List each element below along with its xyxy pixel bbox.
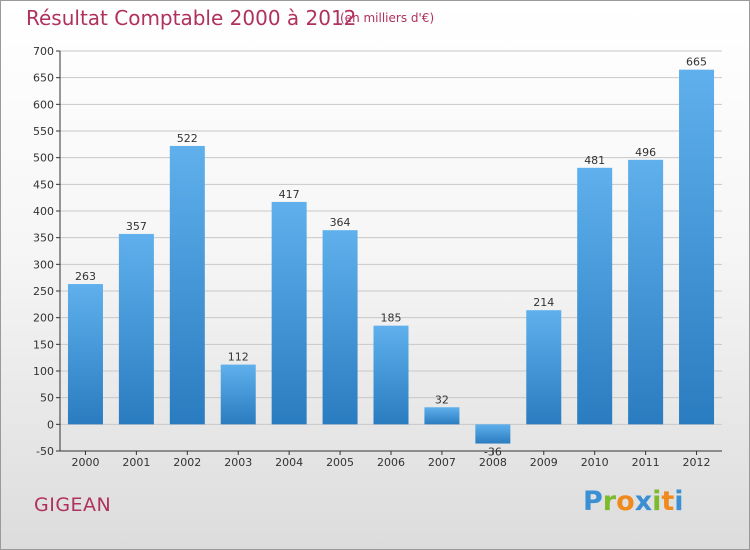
data-label-2006: 185: [381, 312, 402, 325]
bar-2008: [475, 424, 511, 444]
y-tick-label: 250: [33, 285, 54, 298]
y-tick-label: 650: [33, 72, 54, 85]
logo-letter: i: [652, 486, 662, 517]
x-tick-label-2004: 2004: [275, 456, 303, 469]
x-tick-label-2009: 2009: [530, 456, 558, 469]
bar-2003: [220, 364, 256, 425]
y-tick-label: 200: [33, 312, 54, 325]
logo-letter: o: [616, 486, 635, 517]
x-tick-label-2005: 2005: [326, 456, 354, 469]
x-tick-label-2012: 2012: [683, 456, 711, 469]
y-tick-label: -50: [36, 445, 54, 458]
bars: [67, 69, 715, 444]
bar-2007: [424, 407, 460, 425]
bar-2001: [118, 233, 154, 425]
data-label-2003: 112: [228, 351, 249, 364]
y-tick-label: 600: [33, 98, 54, 111]
bar-2005: [322, 230, 358, 425]
bar-2006: [373, 325, 409, 425]
x-tick-label-2006: 2006: [377, 456, 405, 469]
x-tick-label-2002: 2002: [173, 456, 201, 469]
y-tick-label: 0: [47, 418, 54, 431]
data-label-2009: 214: [533, 296, 554, 309]
x-tick-label-2003: 2003: [224, 456, 252, 469]
x-tick-label-2000: 2000: [71, 456, 99, 469]
y-tick-label: 350: [33, 232, 54, 245]
y-tick-label: 100: [33, 365, 54, 378]
logo-letter: i: [674, 486, 684, 517]
bar-2011: [628, 159, 664, 425]
data-label-2012: 665: [686, 56, 707, 69]
y-tick-label: 400: [33, 205, 54, 218]
data-label-2001: 357: [126, 220, 147, 233]
data-label-2002: 522: [177, 132, 198, 145]
data-label-2010: 481: [584, 154, 605, 167]
y-tick-label: 550: [33, 125, 54, 138]
y-tick-labels: -50 0 50 100 150 200 250 300 350 400 450 500 550 600 6…: [33, 45, 54, 458]
bar-2000: [67, 284, 103, 425]
y-tick-label: 50: [40, 392, 54, 405]
x-tick-label-2008: 2008: [479, 456, 507, 469]
x-tick-label-2010: 2010: [581, 456, 609, 469]
bar-2009: [526, 310, 562, 425]
axes: [56, 50, 722, 455]
chart-subtitle: (en milliers d'€): [340, 11, 435, 25]
x-tick-labels: 2000 2001 2002 2003 2004 2005 2006 2007 2008 2009…: [71, 456, 710, 469]
chart-title: Résultat Comptable 2000 à 2012: [26, 6, 357, 30]
logo-letter: r: [602, 486, 617, 517]
y-tick-label: 700: [33, 45, 54, 58]
y-tick-label: 500: [33, 152, 54, 165]
data-labels: 263 357 522 112 417 364 185 32 -36 214 481 496 665: [75, 56, 707, 459]
x-tick-label-2001: 2001: [122, 456, 150, 469]
proxiti-logo[interactable]: Proxiti: [583, 486, 684, 517]
x-tick-label-2007: 2007: [428, 456, 456, 469]
logo-letter: t: [661, 486, 675, 517]
bar-2002: [169, 145, 205, 425]
data-label-2004: 417: [279, 188, 300, 201]
data-label-2008: -36: [484, 446, 502, 459]
data-label-2000: 263: [75, 270, 96, 283]
logo-letter: x: [634, 486, 653, 517]
y-tick-label: 450: [33, 178, 54, 191]
x-tick-label-2011: 2011: [632, 456, 660, 469]
data-label-2007: 32: [435, 393, 449, 406]
bar-2010: [577, 167, 613, 425]
logo-letter: P: [583, 486, 603, 517]
bar-2012: [679, 69, 715, 425]
data-label-2011: 496: [635, 146, 656, 159]
y-tick-label: 150: [33, 338, 54, 351]
data-label-2005: 364: [330, 216, 351, 229]
bar-2004: [271, 201, 307, 425]
y-tick-label: 300: [33, 258, 54, 271]
place-name: GIGEAN: [34, 494, 112, 516]
